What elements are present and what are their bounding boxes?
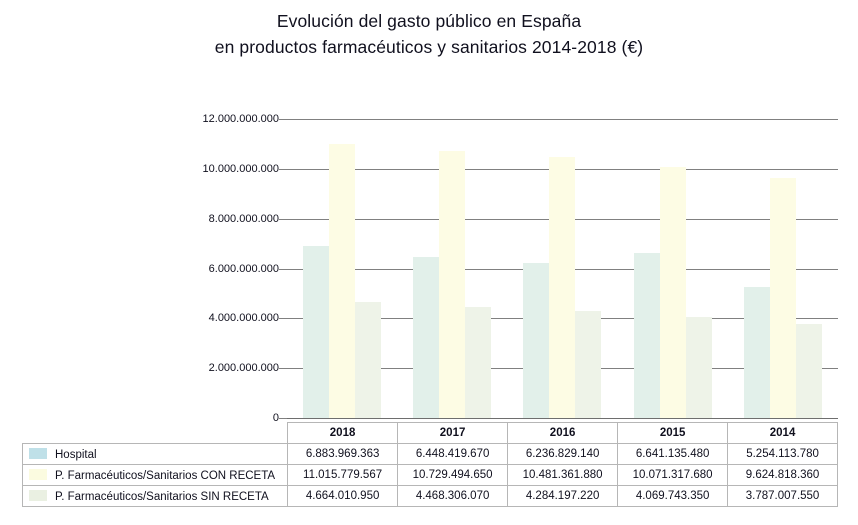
table-year-header-2017: 2017 (397, 422, 509, 444)
chart-title-line-1: Evolución del gasto público en España (276, 11, 582, 31)
y-axis-tick-mark (279, 218, 287, 220)
table-cell-2016-series-2: 4.284.197.220 (507, 485, 619, 507)
bar-2014-series-1[interactable] (769, 178, 796, 418)
y-axis-tick-label: 6.000.000.000 (208, 262, 279, 275)
table-cell-2018-series-1: 11.015.779.567 (287, 464, 399, 486)
table-cell-2017-series-2: 4.468.306.070 (397, 485, 509, 507)
bar-2017-series-0[interactable] (413, 257, 440, 418)
table-header-row: 2018 2017 2016 2015 2014 (23, 422, 838, 444)
y-axis-tick-label: 8.000.000.000 (208, 212, 279, 225)
y-axis-tick-mark (279, 268, 287, 270)
legend-entry-2: P. Farmacéuticos/Sanitarios SIN RECETA (21, 485, 289, 507)
bar-2015-series-2[interactable] (685, 316, 712, 418)
y-axis-tick-label: 4.000.000.000 (208, 312, 279, 325)
table-cell-2014-series-0: 5.254.113.780 (727, 443, 838, 465)
table-row: Hospital 6.883.969.363 6.448.419.670 6.236.… (21, 443, 838, 465)
y-axis-tick-mark (279, 119, 287, 120)
legend-entry-0: Hospital (21, 443, 289, 465)
x-axis-baseline (287, 418, 838, 419)
y-axis-tick-label: 0 (272, 412, 279, 424)
table-cell-2016-series-1: 10.481.361.880 (507, 464, 619, 486)
bar-group-2017 (397, 119, 507, 418)
bar-group-2016 (507, 119, 617, 418)
table-year-header-2015: 2015 (617, 422, 729, 444)
bar-2018-series-0[interactable] (303, 246, 330, 418)
table-cell-2014-series-2: 3.787.007.550 (727, 485, 838, 507)
page-title: Evolución del gasto público en España en… (0, 8, 858, 60)
y-axis-tick-mark (279, 368, 287, 370)
table-cell-2015-series-2: 4.069.743.350 (617, 485, 729, 507)
table-corner-cell (23, 423, 288, 444)
y-axis-tick-label: 10.000.000.000 (202, 162, 279, 175)
y-axis-tick-label: 12.000.000.000 (202, 113, 279, 125)
bar-2016-series-1[interactable] (549, 156, 576, 418)
table-cell-2017-series-1: 10.729.494.650 (397, 464, 509, 486)
bars-layer (287, 119, 838, 418)
table-row: P. Farmacéuticos/Sanitarios CON RECETA 11… (21, 464, 838, 486)
table-cell-2014-series-1: 9.624.818.360 (727, 464, 838, 486)
chart-title-line-2: en productos farmacéuticos y sanitarios … (214, 37, 644, 57)
bar-group-2014 (728, 119, 838, 418)
y-axis-tick-mark (279, 168, 287, 170)
bar-2015-series-0[interactable] (633, 252, 660, 418)
table-cell-2018-series-0: 6.883.969.363 (287, 443, 399, 465)
table-year-header-2018: 2018 (287, 422, 399, 444)
y-axis: 12.000.000.000 10.000.000.000 8.000.000.00… (175, 0, 279, 525)
table-body: Hospital 6.883.969.363 6.448.419.670 6.236.… (21, 443, 838, 507)
legend-entry-1: P. Farmacéuticos/Sanitarios CON RECETA (21, 464, 289, 486)
bar-2016-series-0[interactable] (523, 262, 550, 418)
legend-label: P. Farmacéuticos/Sanitarios CON RECETA (55, 469, 276, 482)
table-cell-2015-series-0: 6.641.135.480 (617, 443, 729, 465)
table-cell-2018-series-2: 4.664.010.950 (287, 485, 399, 507)
legend-label: P. Farmacéuticos/Sanitarios SIN RECETA (55, 490, 269, 503)
table-cell-2017-series-0: 6.448.419.670 (397, 443, 509, 465)
bar-group-2015 (618, 119, 728, 418)
table-cell-2015-series-1: 10.071.317.680 (617, 464, 729, 486)
legend-swatch-icon (29, 447, 47, 459)
legend-label: Hospital (55, 448, 97, 461)
table-year-header-2016: 2016 (507, 422, 619, 444)
table-row: P. Farmacéuticos/Sanitarios SIN RECETA 4.… (21, 485, 838, 507)
bar-2017-series-2[interactable] (465, 306, 492, 418)
bar-2014-series-0[interactable] (743, 287, 770, 418)
y-axis-tick-mark (279, 418, 287, 419)
legend-swatch-icon (29, 468, 47, 480)
bar-group-2018 (287, 119, 397, 418)
y-axis-tick-mark (279, 318, 287, 320)
y-axis-tick-label: 2.000.000.000 (208, 362, 279, 375)
bar-2017-series-1[interactable] (439, 150, 466, 418)
gridline (287, 119, 838, 120)
data-table: 2018 2017 2016 2015 2014 Hospital 6.883.969.3… (21, 422, 838, 507)
bar-2014-series-2[interactable] (795, 323, 822, 418)
legend-swatch-icon (29, 489, 47, 501)
bar-2018-series-1[interactable] (329, 143, 356, 418)
bar-2018-series-2[interactable] (355, 301, 382, 418)
bar-2015-series-1[interactable] (659, 167, 686, 418)
table-cell-2016-series-0: 6.236.829.140 (507, 443, 619, 465)
table-year-header-2014: 2014 (727, 422, 838, 444)
bar-2016-series-2[interactable] (575, 311, 602, 418)
